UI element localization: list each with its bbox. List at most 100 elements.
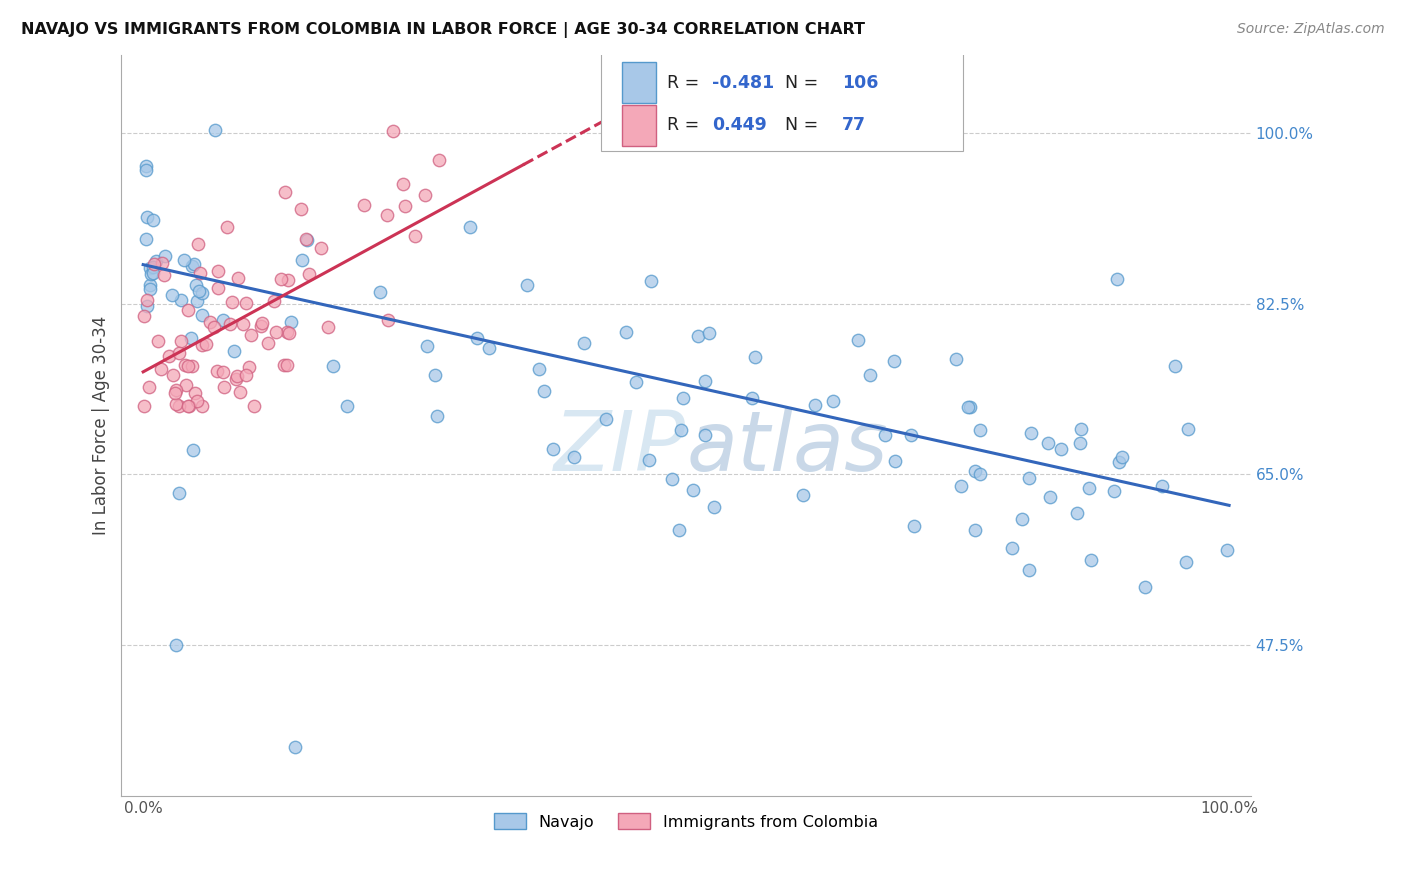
Point	[404, 229, 426, 244]
Point	[150, 362, 173, 376]
Point	[543, 442, 565, 457]
Point	[170, 293, 193, 307]
Point	[139, 277, 162, 292]
Point	[458, 220, 481, 235]
Point	[212, 313, 235, 327]
Point	[1080, 553, 1102, 567]
Point	[423, 368, 446, 382]
Point	[1216, 543, 1239, 558]
Point	[1133, 580, 1156, 594]
Point	[142, 266, 165, 280]
Point	[191, 285, 214, 300]
Point	[184, 277, 207, 292]
Point	[744, 350, 766, 364]
Point	[215, 220, 238, 235]
Point	[626, 376, 648, 390]
Point	[295, 233, 318, 247]
Point	[191, 308, 214, 322]
Point	[146, 334, 169, 349]
Point	[177, 399, 200, 413]
Point	[235, 368, 257, 382]
Point	[226, 368, 249, 383]
Text: ZIP: ZIP	[554, 407, 686, 488]
Point	[1164, 359, 1187, 374]
Point	[174, 378, 197, 392]
Point	[671, 391, 693, 405]
Point	[693, 374, 716, 388]
Point	[1070, 422, 1092, 436]
FancyBboxPatch shape	[602, 52, 963, 152]
Point	[1018, 471, 1040, 485]
Point	[162, 368, 184, 383]
Point	[697, 326, 720, 340]
Point	[278, 326, 301, 340]
Point	[181, 259, 204, 273]
Point	[277, 273, 299, 287]
Point	[478, 341, 501, 355]
Point	[187, 284, 209, 298]
Point	[1066, 506, 1088, 520]
Point	[177, 302, 200, 317]
Point	[186, 293, 208, 308]
Point	[153, 268, 176, 282]
Point	[180, 359, 202, 373]
Point	[165, 638, 187, 652]
Point	[186, 393, 208, 408]
Text: -0.481: -0.481	[711, 74, 775, 92]
Point	[1105, 271, 1128, 285]
Point	[1077, 481, 1099, 495]
Point	[273, 186, 295, 200]
Point	[250, 316, 273, 330]
Point	[276, 325, 298, 339]
Point	[1152, 479, 1174, 493]
Point	[142, 260, 165, 275]
Text: 106: 106	[842, 74, 879, 92]
Point	[170, 334, 193, 348]
Point	[693, 427, 716, 442]
Point	[668, 523, 690, 537]
Point	[309, 241, 332, 255]
Point	[375, 208, 398, 222]
Point	[823, 393, 845, 408]
Point	[219, 317, 242, 331]
Point	[394, 199, 416, 213]
Bar	[621, 105, 655, 145]
Point	[1001, 541, 1024, 555]
Point	[173, 358, 195, 372]
Point	[1019, 425, 1042, 440]
Point	[688, 329, 710, 343]
Text: N =: N =	[775, 74, 824, 92]
Point	[682, 483, 704, 497]
Point	[1177, 422, 1199, 436]
Point	[183, 257, 205, 271]
Point	[273, 358, 295, 372]
Point	[139, 283, 162, 297]
Point	[190, 399, 212, 413]
Point	[198, 314, 221, 328]
Text: Source: ZipAtlas.com: Source: ZipAtlas.com	[1237, 22, 1385, 37]
Point	[1108, 455, 1130, 469]
Point	[883, 353, 905, 368]
Point	[204, 123, 226, 137]
Point	[804, 398, 827, 412]
Point	[212, 380, 235, 394]
Point	[134, 163, 156, 178]
Legend: Navajo, Immigrants from Colombia: Navajo, Immigrants from Colombia	[488, 806, 884, 836]
Point	[1036, 436, 1059, 450]
Point	[969, 467, 991, 482]
Point	[180, 331, 202, 345]
Bar	[621, 62, 655, 103]
Point	[280, 315, 302, 329]
Point	[135, 159, 157, 173]
Point	[661, 472, 683, 486]
Point	[212, 365, 235, 379]
Point	[257, 336, 280, 351]
Point	[875, 427, 897, 442]
Point	[1174, 555, 1197, 569]
Point	[294, 232, 316, 246]
Point	[298, 267, 321, 281]
Point	[221, 295, 243, 310]
Point	[138, 261, 160, 276]
Point	[225, 371, 247, 385]
Point	[184, 385, 207, 400]
